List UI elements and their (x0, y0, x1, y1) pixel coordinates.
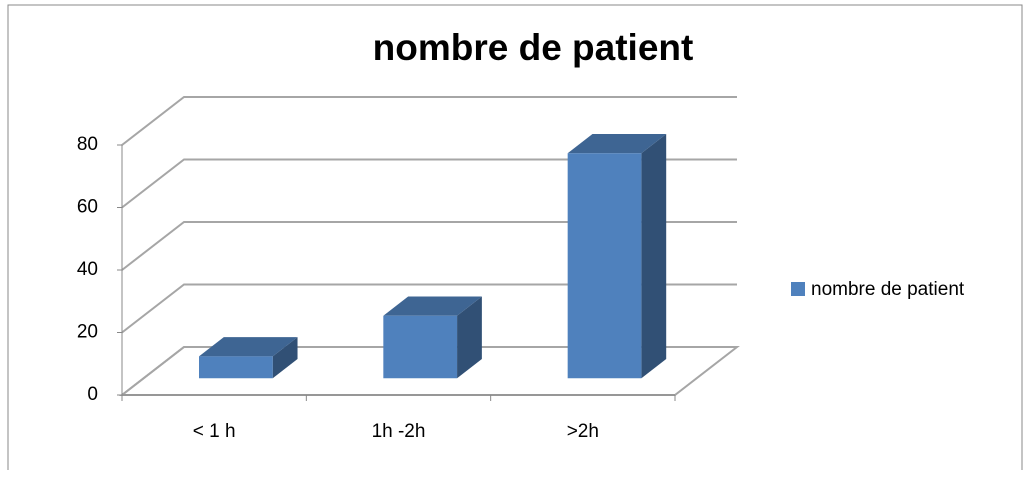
y-tick-label: 40 (77, 259, 98, 280)
x-tick-label: < 1 h (193, 421, 236, 442)
y-tick-label: 80 (77, 134, 98, 155)
legend-label: nombre de patient (811, 279, 965, 300)
legend-swatch (791, 282, 805, 296)
bar-side (641, 134, 667, 379)
y-tick-label: 0 (87, 384, 98, 405)
bar (567, 134, 667, 379)
chart-title: nombre de patient (373, 27, 694, 68)
bar-top (199, 337, 298, 357)
bar-front (383, 315, 458, 379)
bar (383, 296, 482, 379)
grid-line (121, 158, 737, 209)
grid-line (121, 221, 737, 271)
bar-top (567, 134, 667, 154)
x-tick-label: 1h -2h (372, 421, 426, 442)
bar-front (199, 356, 273, 379)
grid-line (121, 96, 737, 146)
frame (7, 4, 1023, 470)
grid-line (121, 283, 737, 334)
bar-front (567, 153, 642, 379)
bar (199, 337, 298, 379)
y-tick-label: 20 (77, 322, 98, 343)
grid-line (121, 346, 737, 396)
bar-side (272, 337, 298, 379)
bar-side (457, 296, 482, 379)
bar-top (383, 296, 482, 316)
x-tick-label: >2h (567, 421, 599, 442)
y-tick-label: 60 (77, 197, 98, 218)
